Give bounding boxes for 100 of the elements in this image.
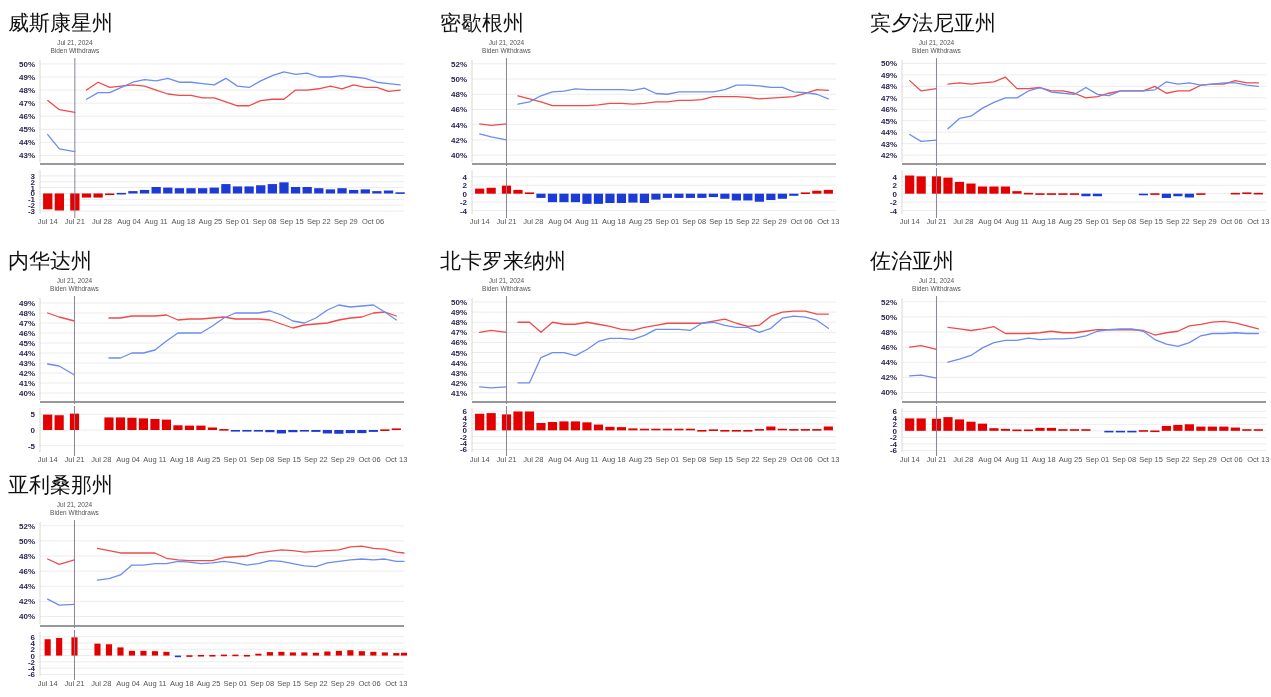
bar [115,417,126,430]
chart-title: 宾夕法尼亚州 [870,11,996,35]
y-tick-label: 42% [450,378,467,388]
bar [197,188,208,194]
y-tick-label: 52% [18,521,35,531]
bar [1161,425,1171,431]
bar [954,419,965,431]
bar [812,190,822,194]
bar [151,187,161,194]
bar [196,425,206,430]
bar [288,430,298,433]
y-tick-label: 48% [880,82,897,92]
bar [593,193,604,204]
y-tick-label: 4 [462,172,468,182]
y-tick-label: 5 [30,410,36,420]
bar [93,193,103,198]
bar [138,418,149,430]
bar [754,193,764,202]
bar [335,650,342,656]
y-tick-label: 42% [450,135,467,145]
y-tick-label: 43% [450,368,467,378]
bar [547,193,558,203]
bar [266,652,273,656]
bar [54,193,65,211]
bar [697,193,707,198]
bar [267,184,277,194]
line-series [517,310,829,333]
line-series [108,304,397,359]
bar [381,652,388,656]
bar [536,193,546,198]
bar [140,650,147,656]
bar [347,650,354,656]
y-tick-label: 44% [18,138,35,148]
y-tick-label: 45% [18,339,35,348]
bar [536,422,546,431]
bar [789,193,799,196]
bar [1012,191,1022,194]
y-tick-label: 47% [18,319,35,328]
y-tick-label: 48% [18,552,35,561]
y-tick-label: 46% [18,112,35,122]
bar [151,651,159,656]
line-series [517,315,829,384]
bar [905,175,915,194]
y-tick-label: 52% [450,59,467,69]
bar [662,193,673,198]
y-tick-label: 44% [450,358,467,368]
bar [56,637,63,656]
bar [582,422,592,431]
bar [358,651,365,656]
y-tick-label: 3 [30,171,36,181]
line-series [947,328,1259,363]
y-tick-label: 46% [880,105,897,115]
y-tick-label: 45% [450,348,467,358]
bar [301,652,308,656]
y-tick-label: 48% [450,318,467,328]
line-series [517,89,829,107]
y-tick-label: 50% [450,75,467,85]
bar [916,418,926,431]
bar [393,653,400,656]
bar [325,189,336,194]
y-tick-label: -4 [889,206,898,216]
bar [207,427,218,430]
bar [400,652,408,656]
bar [570,421,581,431]
y-tick-label: 47% [18,99,35,109]
bar [370,651,377,656]
bar [278,651,285,656]
y-tick-label: 45% [18,125,35,135]
chart-title: 内华达州 [8,249,92,273]
bar [989,186,999,194]
bar [163,651,170,656]
y-tick-label: 44% [880,358,897,368]
y-tick-label: -5 [27,441,36,451]
bar [513,189,523,194]
y-tick-label: 48% [880,328,897,337]
bar [989,428,999,431]
y-tick-label: 41% [18,379,35,388]
bar [186,188,196,194]
y-tick-label: 40% [880,388,897,398]
y-tick-label: 2 [462,181,468,191]
bar [905,418,915,431]
y-tick-label: 44% [18,582,35,592]
y-tick-label: -3 [27,207,36,217]
y-tick-label: -6 [889,446,898,456]
y-tick-label: 0 [30,426,36,435]
bar [244,186,254,194]
bar [605,193,615,203]
bar [524,411,535,431]
y-tick-label: 0 [462,189,468,199]
bar [1207,426,1217,431]
bar [977,423,988,431]
y-tick-label: 48% [18,86,35,96]
y-tick-label: -2 [459,432,468,442]
y-tick-label: 46% [18,567,35,577]
bar [1184,193,1194,198]
bar [221,184,231,194]
bar [651,193,661,200]
bar [372,191,382,194]
y-tick-label: 42% [880,373,897,383]
y-tick-label: 50% [880,59,897,69]
